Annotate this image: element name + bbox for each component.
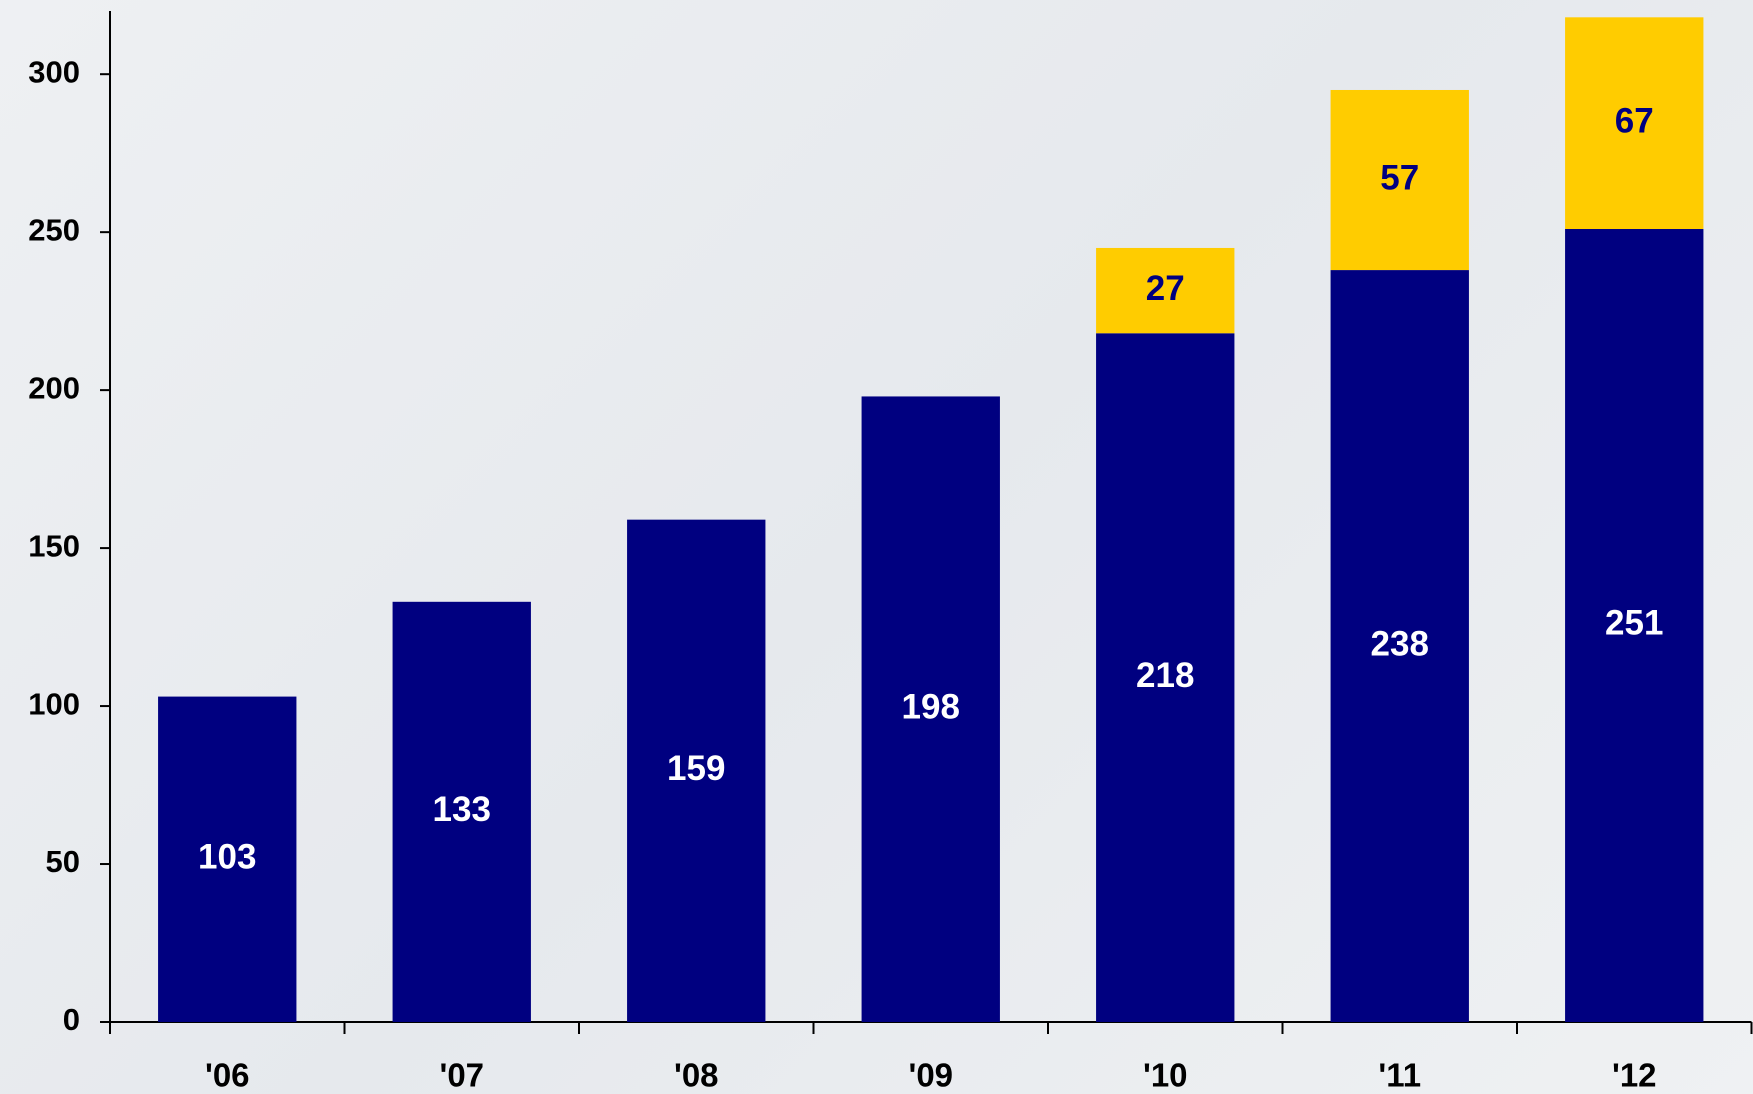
y-tick-label: 150 xyxy=(28,528,80,563)
bar-segment xyxy=(1565,17,1704,229)
bar-segment xyxy=(1096,247,1235,334)
value-label: 67 xyxy=(1615,101,1654,140)
y-tick-label: 300 xyxy=(28,54,80,89)
value-label: 238 xyxy=(1371,624,1429,663)
value-label: 27 xyxy=(1146,269,1185,308)
bar-segment xyxy=(392,601,531,1022)
x-tick-label: '07 xyxy=(439,1057,484,1094)
x-tick-label: '06 xyxy=(205,1057,250,1094)
bar-segment xyxy=(1330,270,1469,1023)
bar-segment xyxy=(861,396,1000,1023)
y-tick-label: 100 xyxy=(28,686,80,721)
value-label: 57 xyxy=(1380,158,1419,197)
bar-segment xyxy=(1330,89,1469,271)
y-tick-label: 200 xyxy=(28,370,80,405)
bar-segment xyxy=(627,519,766,1022)
value-label: 133 xyxy=(433,790,491,829)
bar-segment xyxy=(1096,333,1235,1023)
x-tick-label: '09 xyxy=(908,1057,953,1094)
value-label: 159 xyxy=(667,749,725,788)
y-tick-label: 50 xyxy=(46,844,80,879)
bar-segment xyxy=(1565,228,1704,1022)
y-tick-label: 250 xyxy=(28,212,80,247)
value-label: 251 xyxy=(1605,604,1663,643)
x-tick-label: '12 xyxy=(1612,1057,1657,1094)
x-tick-label: '10 xyxy=(1143,1057,1188,1094)
bar-segment xyxy=(158,696,297,1022)
x-tick-label: '11 xyxy=(1378,1057,1421,1094)
value-label: 218 xyxy=(1136,656,1194,695)
x-tick-label: '08 xyxy=(674,1057,719,1094)
y-tick-label: 0 xyxy=(63,1002,80,1037)
value-label: 198 xyxy=(902,687,960,726)
value-label: 103 xyxy=(198,838,256,877)
